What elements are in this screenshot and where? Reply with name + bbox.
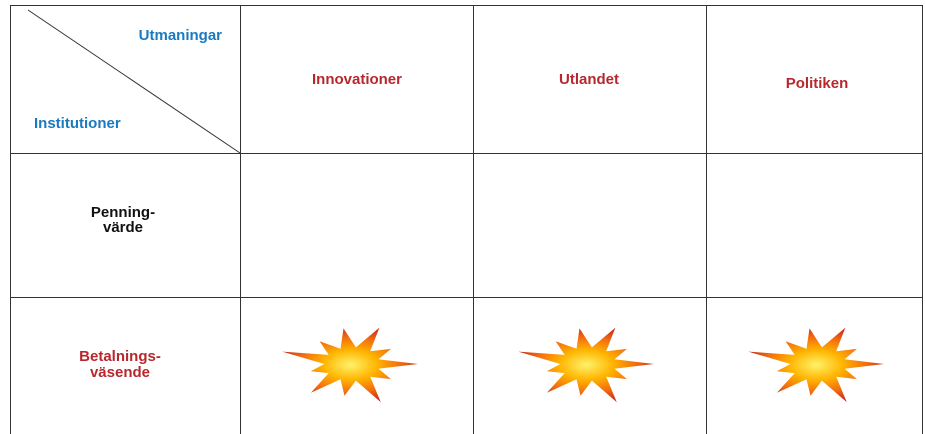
institutions-label: Institutioner [34,115,121,132]
challenges-label: Utmaningar [139,27,223,44]
row-label: Penning- [91,204,155,221]
column-header: Innovationer [312,71,402,88]
explosion-icon [748,327,884,403]
explosion-icons [282,327,884,403]
table-grid [10,5,923,434]
column-header: Utlandet [559,71,619,88]
explosion-icon [518,327,654,403]
explosion-icon [282,327,418,403]
row-label: värde [103,219,143,236]
corner-diagonal [27,9,241,154]
row-label: väsende [90,364,150,381]
column-header: Politiken [786,75,849,92]
row-label: Betalnings- [79,348,161,365]
